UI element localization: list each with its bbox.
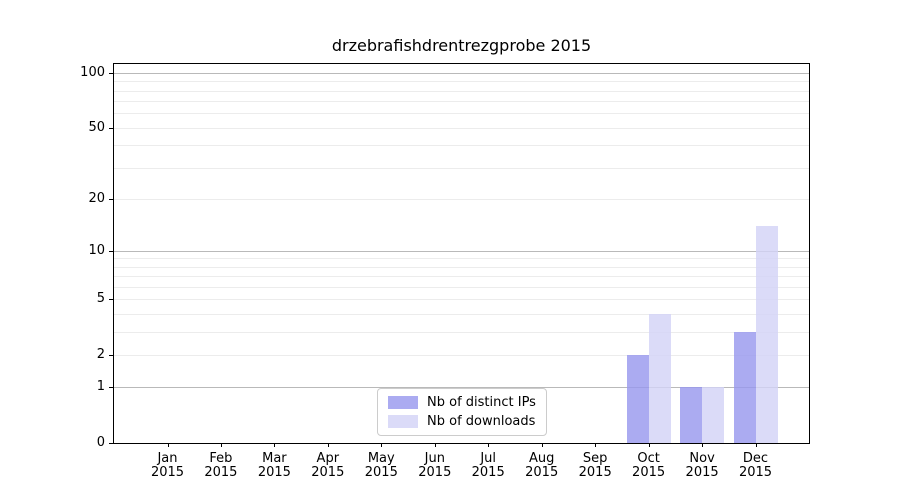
x-tick-label-year: 2015 bbox=[632, 465, 666, 480]
y-tick-label: 50 bbox=[88, 119, 105, 135]
y-gridline-minor bbox=[114, 113, 809, 115]
bar-downloads-dec bbox=[755, 225, 778, 443]
x-tick-label-month: Dec bbox=[742, 451, 769, 466]
y-tick-label: 100 bbox=[80, 65, 105, 80]
x-tick-label-year: 2015 bbox=[738, 465, 773, 480]
bar-downloads-nov bbox=[702, 387, 725, 443]
x-tick-label: Nov 2015 bbox=[672, 452, 732, 480]
x-tick-label-month: Aug bbox=[528, 451, 555, 466]
y-tick-mark bbox=[109, 250, 113, 252]
x-tick-label: Oct 2015 bbox=[619, 452, 679, 480]
x-tick-label-month: Jan bbox=[157, 451, 178, 466]
x-tick-label-year: 2015 bbox=[525, 465, 559, 480]
x-tick-mark bbox=[381, 443, 383, 447]
x-tick-mark bbox=[648, 443, 650, 447]
x-tick-label: Apr 2015 bbox=[298, 452, 358, 480]
y-gridline-major bbox=[114, 250, 809, 252]
y-tick-label: 2 bbox=[96, 346, 105, 362]
y-gridline-minor bbox=[114, 127, 809, 129]
bar-distinct-ips-oct bbox=[626, 354, 649, 443]
x-tick-mark bbox=[434, 443, 436, 447]
y-tick-mark bbox=[109, 354, 113, 356]
x-tick-label: Jan 2015 bbox=[138, 452, 198, 480]
y-gridline-minor bbox=[114, 81, 809, 83]
x-tick-label-month: Jul bbox=[480, 451, 497, 466]
x-tick-label-month: Nov bbox=[689, 451, 715, 466]
legend-swatch-distinct-ips bbox=[388, 396, 418, 409]
y-gridline-minor bbox=[114, 145, 809, 147]
bar-downloads-oct bbox=[648, 314, 671, 443]
x-tick-label: Sep 2015 bbox=[565, 452, 625, 480]
x-tick-mark bbox=[702, 443, 704, 447]
x-tick-label-year: 2015 bbox=[204, 465, 238, 480]
x-tick-label-month: Apr bbox=[316, 451, 340, 466]
legend-label-distinct-ips: Nb of distinct IPs bbox=[427, 395, 536, 410]
legend-item-distinct-ips: Nb of distinct IPs bbox=[388, 395, 536, 410]
y-gridline-minor bbox=[114, 331, 809, 333]
x-tick-label: May 2015 bbox=[351, 452, 411, 480]
y-tick-label: 0 bbox=[96, 435, 105, 450]
legend-item-downloads: Nb of downloads bbox=[388, 414, 536, 429]
plot-area bbox=[113, 63, 810, 444]
x-tick-label: Jun 2015 bbox=[405, 452, 465, 480]
x-tick-label-year: 2015 bbox=[257, 465, 291, 480]
x-tick-label-year: 2015 bbox=[578, 465, 612, 480]
x-tick-mark bbox=[274, 443, 276, 447]
bar-distinct-ips-nov bbox=[680, 387, 703, 443]
x-tick-mark bbox=[541, 443, 543, 447]
legend-swatch-downloads bbox=[388, 415, 418, 428]
y-tick-mark bbox=[109, 198, 113, 200]
x-tick-mark bbox=[167, 443, 169, 447]
y-gridline-minor bbox=[114, 90, 809, 92]
y-tick-label: 20 bbox=[88, 190, 105, 206]
x-tick-label-year: 2015 bbox=[685, 465, 719, 480]
x-tick-label: Dec 2015 bbox=[726, 452, 786, 480]
legend-label-downloads: Nb of downloads bbox=[427, 414, 536, 429]
x-tick-label-month: May bbox=[367, 451, 395, 466]
x-tick-label: Mar 2015 bbox=[244, 452, 304, 480]
y-tick-mark bbox=[109, 299, 113, 301]
x-tick-label-month: Sep bbox=[582, 451, 608, 466]
y-tick-mark bbox=[109, 387, 113, 389]
x-tick-label-year: 2015 bbox=[150, 465, 185, 480]
x-tick-label: Feb 2015 bbox=[191, 452, 251, 480]
x-tick-label-year: 2015 bbox=[471, 465, 505, 480]
y-tick-label: 5 bbox=[96, 291, 105, 307]
bar-distinct-ips-dec bbox=[733, 331, 756, 443]
x-tick-label-month: Jun bbox=[424, 451, 445, 466]
y-gridline-minor bbox=[114, 101, 809, 103]
x-tick-label-month: Feb bbox=[209, 451, 233, 466]
y-gridline-major bbox=[114, 73, 809, 74]
x-tick-label: Jul 2015 bbox=[458, 452, 518, 480]
y-tick-label: 1 bbox=[96, 379, 105, 395]
y-tick-mark bbox=[109, 73, 113, 74]
y-gridline-minor bbox=[114, 314, 809, 315]
y-gridline-minor bbox=[114, 299, 809, 301]
y-gridline-minor bbox=[114, 258, 809, 260]
x-tick-label-month: Mar bbox=[262, 451, 287, 466]
x-tick-label: Aug 2015 bbox=[512, 452, 572, 480]
x-tick-mark bbox=[488, 443, 490, 447]
y-tick-mark bbox=[109, 127, 113, 129]
x-tick-mark bbox=[595, 443, 597, 447]
y-gridline-minor bbox=[114, 198, 809, 200]
x-tick-mark bbox=[220, 443, 222, 447]
y-gridline-minor bbox=[114, 354, 809, 356]
chart-title: drzebrafishdrentrezgprobe 2015 bbox=[331, 36, 592, 55]
y-gridline-major bbox=[114, 387, 809, 389]
x-tick-mark bbox=[755, 443, 757, 447]
y-gridline-minor bbox=[114, 167, 809, 169]
x-tick-label-year: 2015 bbox=[364, 465, 398, 480]
x-tick-label-year: 2015 bbox=[418, 465, 452, 480]
x-tick-label-year: 2015 bbox=[311, 465, 345, 480]
y-gridline-minor bbox=[114, 287, 809, 288]
y-tick-label: 10 bbox=[88, 242, 105, 258]
y-gridline-minor bbox=[114, 266, 809, 268]
x-tick-mark bbox=[327, 443, 329, 447]
x-tick-label-month: Oct bbox=[637, 451, 660, 466]
y-gridline-minor bbox=[114, 276, 809, 278]
y-tick-mark bbox=[109, 443, 113, 444]
legend: Nb of distinct IPs Nb of downloads bbox=[377, 388, 547, 436]
